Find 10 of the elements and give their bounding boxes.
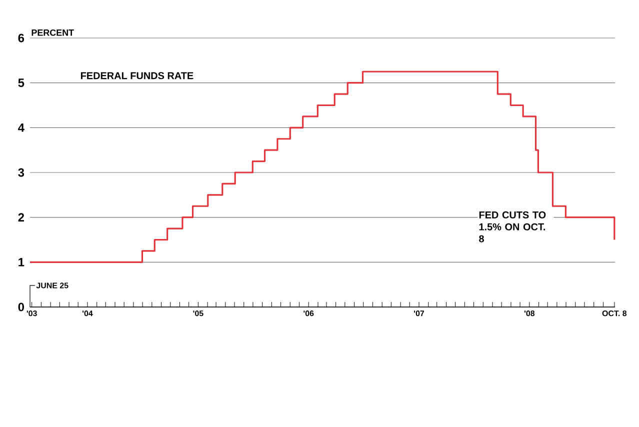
y-tick-label: 1 [18, 258, 24, 266]
y-tick-label: 4 [18, 124, 24, 132]
y-tick-label: 0 [18, 302, 24, 312]
y-tick-label: 5 [18, 78, 24, 87]
y-tick-label: 3 [18, 168, 24, 177]
y-tick-label: 6 [18, 34, 24, 42]
y-axis-title: PERCENT [32, 29, 74, 36]
annotation: FED CUTS TO 1.5% ON OCT. 8 [479, 211, 546, 242]
y-tick-label: 2 [18, 213, 24, 222]
text: FEDERAL FUNDS RATE [81, 72, 194, 80]
